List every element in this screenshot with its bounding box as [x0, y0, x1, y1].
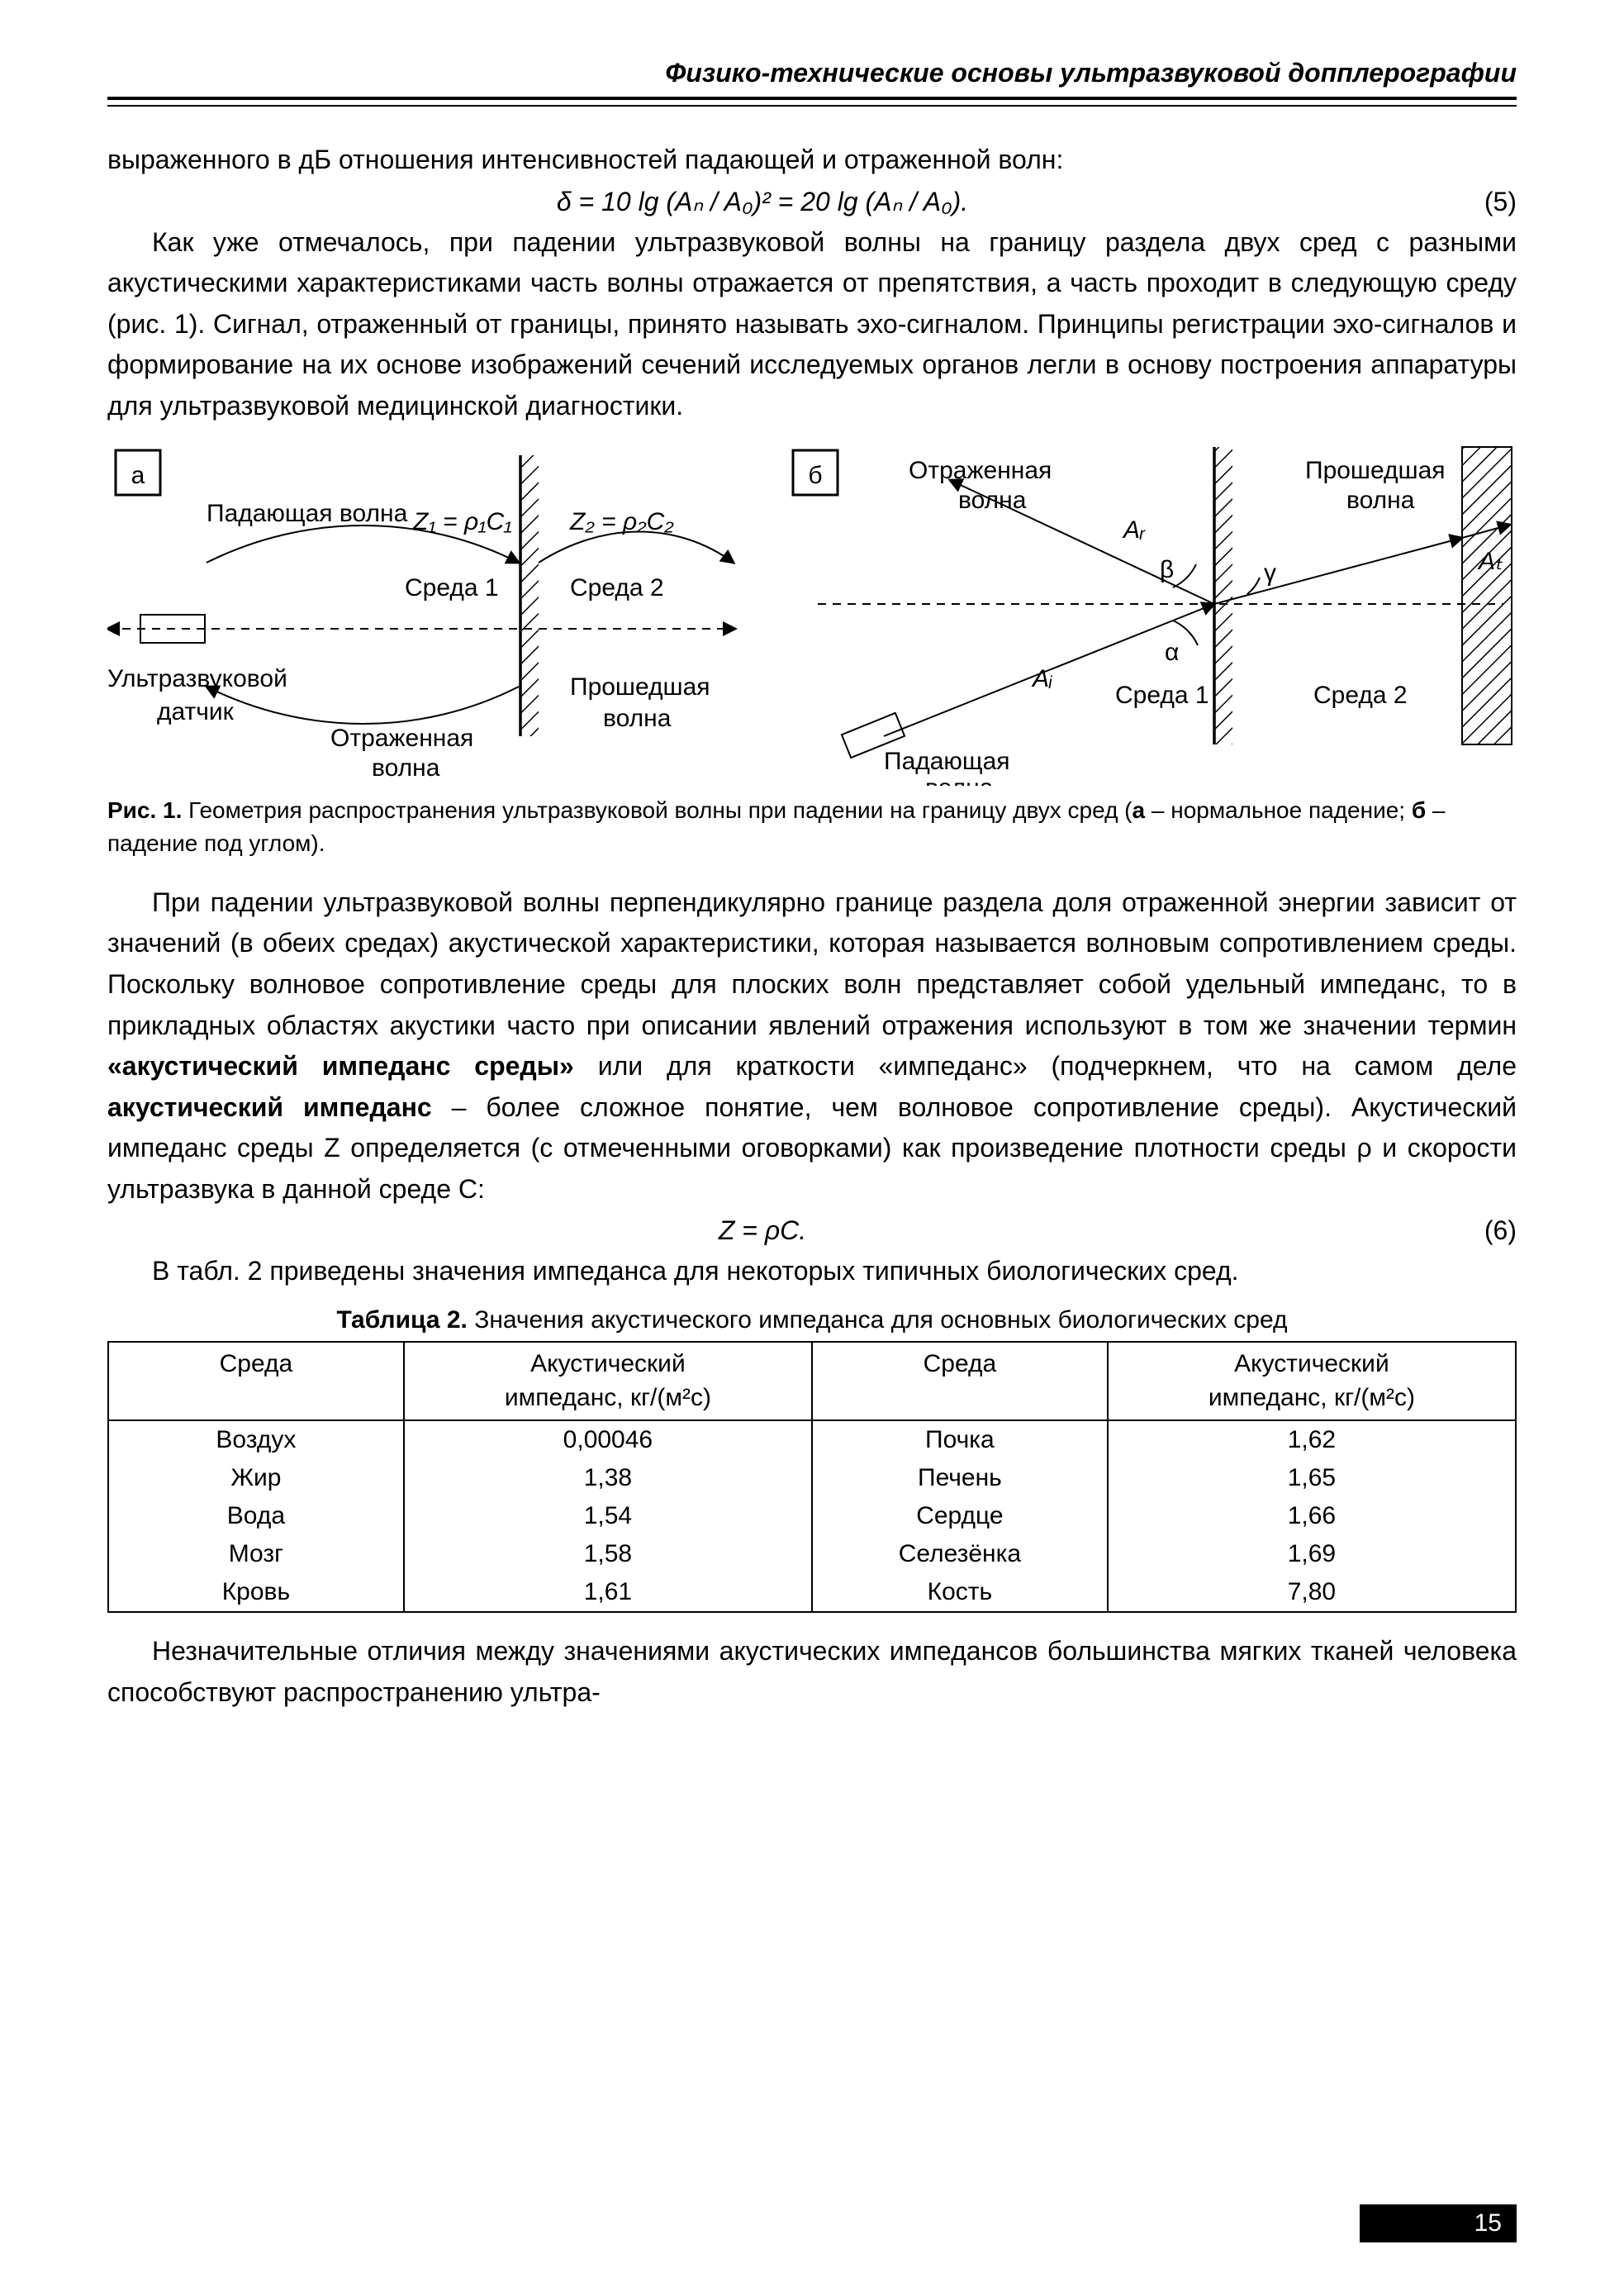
- fig1b-medium2: Среда 2: [1313, 682, 1408, 709]
- fig1b-alpha: α: [1165, 639, 1179, 666]
- table-cell: Воздух: [108, 1420, 404, 1459]
- table-2: Среда Акустический импеданс, кг/(м²с) Ср…: [107, 1341, 1517, 1613]
- running-title: Физико-технические основы ультразвуковой…: [107, 58, 1517, 95]
- fig1b-reflected-l1: Отраженная: [909, 457, 1052, 484]
- fig1b-reflected-l2: волна: [958, 487, 1027, 514]
- table-cell: 0,00046: [404, 1420, 812, 1459]
- fig1b-incident-l1: Падающая: [884, 748, 1010, 775]
- fig1a-reflected-l1: Отраженная: [330, 725, 473, 752]
- table-cell: 1,69: [1108, 1535, 1516, 1573]
- fig1a-incident: Падающая волна: [207, 500, 408, 527]
- equation-5: δ = 10 lg (Aₙ / A₀)² = 20 lg (Aₙ / A₀). …: [107, 186, 1517, 217]
- para3-b1: «акустический импеданс среды»: [107, 1051, 574, 1081]
- fig1a-transducer-l2: датчик: [157, 698, 235, 725]
- fig1-caption-rest: Геометрия распространения ультразвуковой…: [182, 797, 1132, 823]
- table-2-caption: Таблица 2. Значения акустического импеда…: [107, 1306, 1517, 1334]
- fig1b-Ar: Aᵣ: [1122, 516, 1146, 544]
- table-cell: Вода: [108, 1497, 404, 1535]
- table-cell: 1,65: [1108, 1459, 1516, 1497]
- fig1b-gamma: γ: [1264, 559, 1276, 587]
- table-cell: 1,66: [1108, 1497, 1516, 1535]
- fig1-panel-a-label: а: [131, 462, 145, 489]
- table-cell: Мозг: [108, 1535, 404, 1573]
- fig1-caption-mid: – нормальное падение;: [1145, 797, 1412, 823]
- table-cell: Жир: [108, 1459, 404, 1497]
- table-cell: Селезёнка: [812, 1535, 1108, 1573]
- fig1-panel-b-label: б: [808, 462, 822, 489]
- eq6-text: Z = ρC.: [107, 1215, 1417, 1246]
- t2-h-medium-2: Среда: [812, 1342, 1108, 1420]
- table-row: Кровь1,61Кость7,80: [108, 1573, 1516, 1612]
- fig1b-transmitted-l1: Прошедшая: [1305, 457, 1446, 484]
- fig1-caption-tag: Рис. 1.: [107, 797, 182, 823]
- eq5-num: (5): [1417, 187, 1517, 217]
- para3-a: При падении ультразвуковой волны перпенд…: [107, 887, 1517, 1040]
- fig1a-transmitted-l2: волна: [603, 705, 672, 732]
- para3-mid: или для краткости «импеданс» (подчеркнем…: [574, 1051, 1517, 1081]
- table-cell: Сердце: [812, 1497, 1108, 1535]
- table-cell: Печень: [812, 1459, 1108, 1497]
- table-cell: 1,54: [404, 1497, 812, 1535]
- table-row: Мозг1,58Селезёнка1,69: [108, 1535, 1516, 1573]
- para-5: Незначительные отличия между значениями …: [107, 1631, 1517, 1713]
- table-cell: Почка: [812, 1420, 1108, 1459]
- eq5-text: δ = 10 lg (Aₙ / A₀)² = 20 lg (Aₙ / A₀).: [107, 186, 1417, 217]
- fig1a-medium1: Среда 1: [405, 574, 499, 602]
- fig1b-beta: β: [1160, 556, 1174, 583]
- figure-1-caption: Рис. 1. Геометрия распространения ультра…: [107, 794, 1517, 861]
- t2-h-imp-2-l1: Акустический: [1234, 1350, 1389, 1377]
- table-row: Жир1,38Печень1,65: [108, 1459, 1516, 1497]
- page-number: 15: [1360, 2204, 1517, 2242]
- fig1a-z2: Z₂ = ρ₂C₂: [569, 508, 674, 535]
- fig1-caption-b: б: [1412, 797, 1426, 823]
- fig1a-reflected-l2: волна: [372, 754, 440, 782]
- table-row: Воздух0,00046Почка1,62: [108, 1420, 1516, 1459]
- fig1a-transducer-l1: Ультразвуковой: [107, 665, 287, 692]
- table-cell: Кость: [812, 1573, 1108, 1612]
- fig1-caption-a: а: [1133, 797, 1146, 823]
- table-cell: Кровь: [108, 1573, 404, 1612]
- table-cell: 1,58: [404, 1535, 812, 1573]
- table2-tag: Таблица 2.: [336, 1306, 467, 1334]
- para3-b2: акустический импеданс: [107, 1092, 432, 1122]
- eq6-num: (6): [1417, 1215, 1517, 1246]
- fig1b-incident-l2: волна: [925, 774, 994, 786]
- fig1a-medium2: Среда 2: [570, 574, 664, 602]
- header-rule-thin: [107, 105, 1517, 107]
- t2-h-imp-2-l2: импеданс, кг/(м²с): [1123, 1381, 1500, 1415]
- t2-h-medium-1: Среда: [108, 1342, 404, 1420]
- table-row: Вода1,54Сердце1,66: [108, 1497, 1516, 1535]
- header-rule-thick: [107, 97, 1517, 100]
- page-number-value: 15: [1474, 2209, 1517, 2237]
- para-2: Как уже отмечалось, при падении ультразв…: [107, 222, 1517, 427]
- table-cell: 7,80: [1108, 1573, 1516, 1612]
- t2-h-imp-2: Акустический импеданс, кг/(м²с): [1108, 1342, 1516, 1420]
- t2-h-imp-1-l2: импеданс, кг/(м²с): [420, 1381, 796, 1415]
- para-3: При падении ультразвуковой волны перпенд…: [107, 882, 1517, 1210]
- table2-rest: Значения акустического импеданса для осн…: [468, 1306, 1288, 1334]
- t2-h-imp-1-l1: Акустический: [530, 1350, 686, 1377]
- fig1a-transmitted-l1: Прошедшая: [570, 673, 710, 701]
- fig1b-At: Aₜ: [1477, 548, 1503, 575]
- fig1b-transmitted-l2: волна: [1346, 487, 1415, 514]
- equation-6: Z = ρC. (6): [107, 1215, 1517, 1246]
- table-cell: 1,62: [1108, 1420, 1516, 1459]
- para-4: В табл. 2 приведены значения импеданса д…: [107, 1251, 1517, 1292]
- para-1: выраженного в дБ отношения интенсивносте…: [107, 140, 1517, 181]
- table-cell: 1,61: [404, 1573, 812, 1612]
- table-cell: 1,38: [404, 1459, 812, 1497]
- t2-h-imp-1: Акустический импеданс, кг/(м²с): [404, 1342, 812, 1420]
- fig1b-medium1: Среда 1: [1115, 682, 1209, 709]
- fig1b-Ai: Aᵢ: [1031, 665, 1053, 692]
- fig1a-z1: Z₁ = ρ₁C₁: [412, 508, 512, 535]
- figure-1: а Падающая волна Z₁ = ρ₁C₁ Z₂ = ρ₂C₂ Сре…: [107, 439, 1517, 786]
